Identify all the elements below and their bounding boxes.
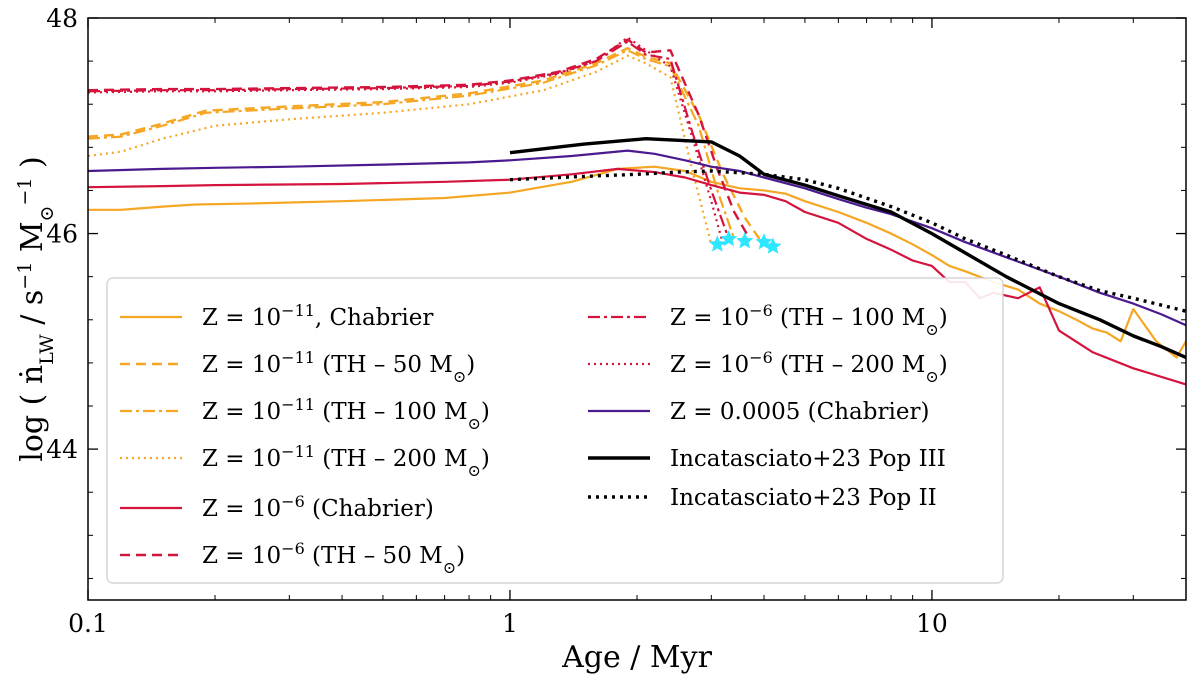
legend-label-z11_chab: Z = 10−11, Chabrier — [202, 301, 433, 332]
legend-label-suffix: (TH – 200 M — [773, 352, 926, 378]
legend-label-close: ) — [939, 305, 948, 331]
y-label-tail: / s — [15, 290, 50, 335]
legend-label-prefix: Z = 10 — [202, 352, 281, 378]
endpoint-star-marker — [736, 232, 754, 249]
legend-label-suffix: (TH – 50 M — [305, 543, 443, 569]
legend-label-z6_th200: Z = 10−6 (TH – 200 M⊙) — [670, 348, 948, 386]
stars-layer — [708, 229, 782, 254]
legend-label-exponent: −6 — [281, 492, 305, 511]
legend-label-z11_th50: Z = 10−11 (TH – 50 M⊙) — [202, 348, 475, 386]
x-tick-label: 0.1 — [68, 609, 108, 638]
legend-label-suffix: (TH – 100 M — [315, 399, 468, 425]
series-layer — [88, 36, 1186, 386]
legend-label-prefix: Z = 0.0005 (Chabrier) — [670, 399, 929, 425]
y-tick-label: 46 — [46, 220, 78, 249]
legend-label-close: ) — [466, 352, 475, 378]
legend-label-prefix: Z = 10 — [202, 305, 281, 331]
legend-label-prefix: Incatasciato+23 Pop III — [670, 446, 946, 472]
legend-label-sun: ⊙ — [925, 320, 938, 339]
legend-label-suffix: (TH – 200 M — [315, 446, 468, 472]
legend-label-prefix: Z = 10 — [202, 543, 281, 569]
legend-label-sun: ⊙ — [468, 414, 481, 433]
y-label-sub: LW — [36, 334, 58, 365]
legend-label-z0005_chab: Z = 0.0005 (Chabrier) — [670, 399, 929, 425]
legend-label-suffix: , Chabrier — [315, 305, 433, 331]
series-line-z6_th200 — [88, 36, 725, 245]
legend-label-inc_pop3: Incatasciato+23 Pop III — [670, 446, 946, 472]
series-line-z6_th100 — [88, 40, 730, 240]
endpoint-star-marker — [720, 229, 738, 247]
y-label-main: log ( ṅ — [15, 365, 50, 462]
legend-label-prefix: Incatasciato+23 Pop II — [670, 485, 937, 511]
legend-label-exponent: −6 — [281, 539, 305, 558]
legend-label-exponent: −11 — [281, 395, 315, 414]
legend-label-prefix: Z = 10 — [202, 446, 281, 472]
y-axis-label: log ( ṅLW / s−1 M⊙−1 ) — [14, 156, 58, 462]
legend-label-close: ) — [939, 352, 948, 378]
legend-label-close: ) — [456, 543, 465, 569]
legend-label-sun: ⊙ — [453, 367, 466, 386]
legend-label-suffix: (TH – 100 M — [773, 305, 926, 331]
x-tick-label: 1 — [502, 609, 518, 638]
legend-label-exponent: −11 — [281, 301, 315, 320]
legend-label-suffix: (Chabrier) — [305, 496, 434, 522]
endpoint-star-marker — [764, 237, 782, 254]
legend-label-z6_chab: Z = 10−6 (Chabrier) — [202, 492, 434, 523]
series-line-z6_chab — [88, 167, 1186, 386]
y-label-exp1: −1 — [14, 262, 36, 290]
legend-label-z11_th200: Z = 10−11 (TH – 200 M⊙) — [202, 442, 490, 480]
y-label-mid: M — [15, 221, 50, 261]
legend-label-prefix: Z = 10 — [202, 496, 281, 522]
y-label-close: ) — [15, 156, 50, 177]
x-tick-label: 10 — [916, 609, 948, 638]
series-line-z11_th200 — [88, 54, 713, 245]
legend-label-exponent: −6 — [749, 301, 773, 320]
legend-label-inc_pop2: Incatasciato+23 Pop II — [670, 485, 937, 511]
legend-label-z6_th50: Z = 10−6 (TH – 50 M⊙) — [202, 539, 465, 577]
legend-label-close: ) — [481, 399, 490, 425]
x-axis-label: Age / Myr — [561, 640, 712, 675]
series-line-z11_chab — [88, 165, 1186, 359]
series-line-inc_pop3 — [509, 136, 1186, 360]
legend-label-exponent: −11 — [281, 442, 315, 461]
legend-label-sun: ⊙ — [468, 461, 481, 480]
legend-label-z6_th100: Z = 10−6 (TH – 100 M⊙) — [670, 301, 948, 339]
y-tick-label: 44 — [46, 435, 78, 464]
series-line-z11_th50 — [88, 47, 761, 240]
legend-label-exponent: −6 — [749, 348, 773, 367]
legend-label-sun: ⊙ — [925, 367, 938, 386]
series-line-z11_th100 — [88, 49, 736, 240]
legend-label-prefix: Z = 10 — [202, 399, 281, 425]
legend-label-prefix: Z = 10 — [670, 305, 749, 331]
legend-label-suffix: (TH – 50 M — [315, 352, 453, 378]
legend-label-exponent: −11 — [281, 348, 315, 367]
endpoint-star-marker — [708, 235, 726, 252]
y-label-exp2: −1 — [14, 177, 36, 205]
legend-label-sun: ⊙ — [443, 558, 456, 577]
y-tick-label: 48 — [46, 4, 78, 33]
ticks-layer: 0.1 1 10 44 46 48 — [46, 4, 1187, 638]
legend-label-prefix: Z = 10 — [670, 352, 749, 378]
y-label-sun: ⊙ — [36, 206, 58, 222]
legend-box — [106, 277, 1004, 584]
legend-label-close: ) — [481, 446, 490, 472]
legend-label-z11_th100: Z = 10−11 (TH – 100 M⊙) — [202, 395, 490, 433]
